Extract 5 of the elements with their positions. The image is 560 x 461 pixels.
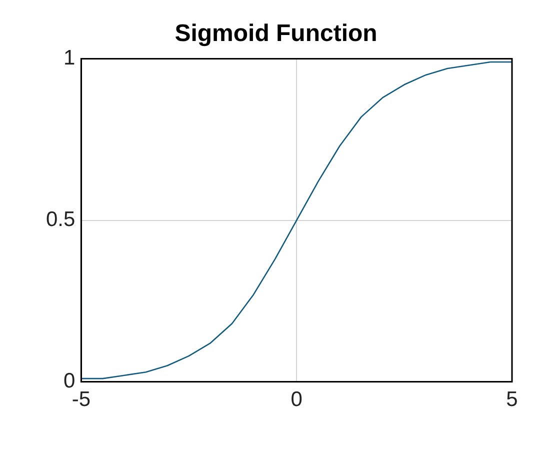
y-tick-label: 0.5: [46, 208, 76, 232]
y-tick-label: 1: [64, 46, 76, 70]
x-tick-label: 0: [290, 388, 302, 412]
chart-title: Sigmoid Function: [174, 20, 378, 48]
x-tick-label: 5: [506, 388, 518, 412]
